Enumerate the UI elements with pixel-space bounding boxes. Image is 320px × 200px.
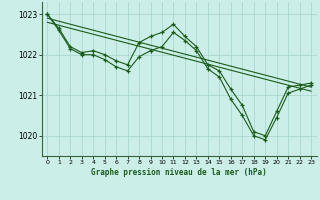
X-axis label: Graphe pression niveau de la mer (hPa): Graphe pression niveau de la mer (hPa)	[91, 168, 267, 177]
